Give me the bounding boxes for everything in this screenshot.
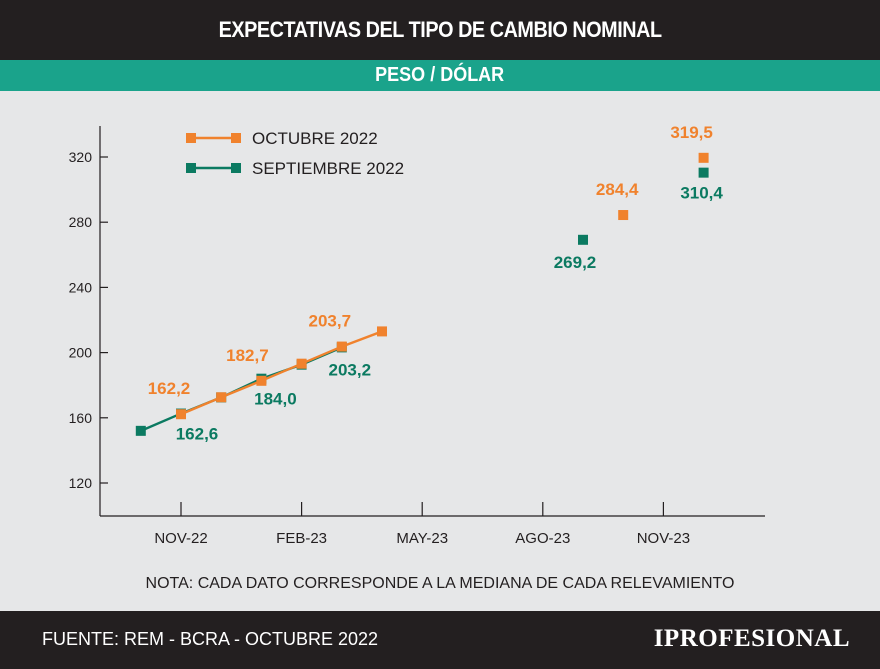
x-tick-label: MAY-23 <box>396 530 448 547</box>
data-label: 162,2 <box>148 379 191 398</box>
data-point <box>698 167 709 178</box>
data-label: 269,2 <box>554 253 597 272</box>
data-label: 284,4 <box>596 180 639 199</box>
data-point <box>216 392 227 403</box>
data-label: 184,0 <box>254 390 297 409</box>
legend-marker <box>186 163 196 173</box>
x-tick-label: NOV-23 <box>637 530 690 547</box>
data-point <box>176 409 186 420</box>
legend-marker <box>186 133 196 143</box>
data-label: 203,7 <box>309 312 352 331</box>
x-tick-label: AGO-23 <box>515 530 570 547</box>
legend-marker <box>231 133 241 143</box>
source-text: FUENTE: REM - BCRA - OCTUBRE 2022 <box>42 629 379 649</box>
data-point <box>578 234 588 245</box>
title-bar: EXPECTATIVAS DEL TIPO DE CAMBIO NOMINAL <box>0 0 880 60</box>
data-label: 310,4 <box>680 184 723 203</box>
data-label: 319,5 <box>670 123 713 142</box>
footer: FUENTE: REM - BCRA - OCTUBRE 2022 IPROFE… <box>0 611 880 669</box>
data-label: 203,2 <box>329 360 372 379</box>
series-layer <box>135 152 709 436</box>
data-point <box>256 375 267 386</box>
brand-logo: IPROFESIONAL <box>653 625 850 652</box>
line-chart: 120 160 200 240 280 320 NOV-22 FEB-23 MAY-23 AGO-… <box>69 123 765 592</box>
axes: 120 160 200 240 280 320 NOV-22 FEB-23 MAY-23 AGO-… <box>69 126 765 547</box>
data-point <box>296 358 307 369</box>
subtitle-bar: PESO / DÓLAR <box>0 60 880 91</box>
y-tick-label: 200 <box>69 345 93 361</box>
legend-marker <box>231 163 241 173</box>
y-tick-label: 320 <box>69 149 93 165</box>
y-tick-label: 280 <box>69 214 93 230</box>
legend: OCTUBRE 2022 SEPTIEMBRE 2022 <box>186 129 404 178</box>
series-line-0 <box>180 330 383 416</box>
data-label: 162,6 <box>176 425 219 444</box>
x-tick-label: FEB-23 <box>276 530 327 547</box>
data-labels: 162,6 184,0 203,2 269,2 310,4 162,2 182,7 203,7… <box>148 123 724 444</box>
chart-note: NOTA: CADA DATO CORRESPONDE A LA MEDIANA… <box>146 575 735 592</box>
data-point <box>618 210 629 221</box>
legend-label: SEPTIEMBRE 2022 <box>252 159 404 178</box>
data-point <box>135 425 146 436</box>
y-tick-label: 120 <box>69 475 93 491</box>
y-tick-label: 160 <box>69 410 93 426</box>
data-point <box>377 326 387 337</box>
y-tick-label: 240 <box>69 279 93 295</box>
chart-title: EXPECTATIVAS DEL TIPO DE CAMBIO NOMINAL <box>218 17 662 42</box>
chart-subtitle: PESO / DÓLAR <box>375 64 505 86</box>
data-label: 182,7 <box>226 346 269 365</box>
data-point <box>698 152 709 163</box>
x-tick-label: NOV-22 <box>154 530 207 547</box>
legend-label: OCTUBRE 2022 <box>252 129 378 148</box>
data-point <box>336 341 347 352</box>
